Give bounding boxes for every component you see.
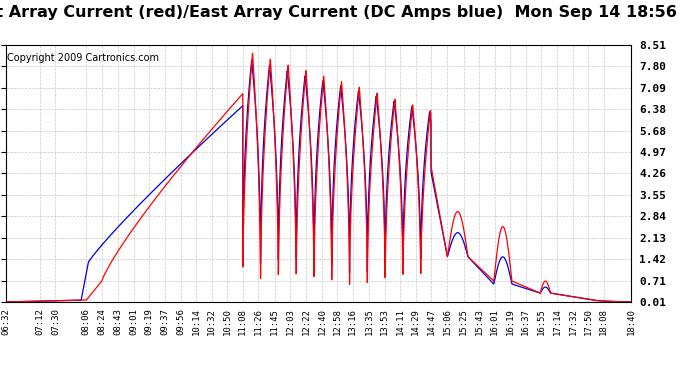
- Text: West Array Current (red)/East Array Current (DC Amps blue)  Mon Sep 14 18:56: West Array Current (red)/East Array Curr…: [0, 4, 677, 20]
- Text: Copyright 2009 Cartronics.com: Copyright 2009 Cartronics.com: [8, 53, 159, 63]
